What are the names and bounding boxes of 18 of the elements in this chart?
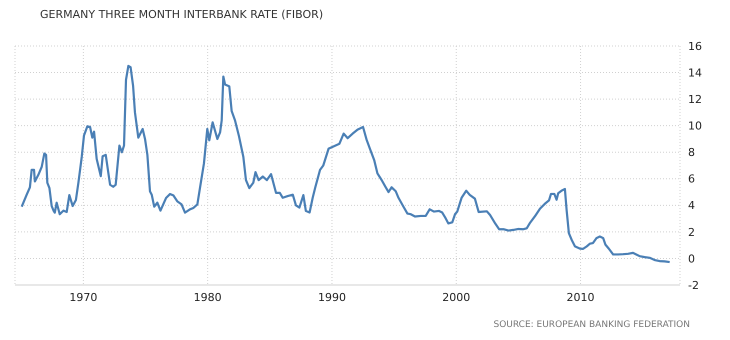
chart-title: GERMANY THREE MONTH INTERBANK RATE (FIBOR) xyxy=(40,8,324,21)
source-note: SOURCE: EUROPEAN BANKING FEDERATION xyxy=(493,320,690,330)
x-tick-label: 2000 xyxy=(442,290,470,304)
line-series xyxy=(20,64,671,264)
x-tick-label: 1980 xyxy=(194,290,222,304)
y-tick-label: 4 xyxy=(688,199,695,212)
y-tick-label: 12 xyxy=(688,93,702,106)
x-tick-label: 2010 xyxy=(566,290,595,304)
y-tick-label: 10 xyxy=(688,120,702,133)
y-tick-label: -2 xyxy=(688,278,699,292)
y-tick-label: 14 xyxy=(688,66,702,80)
y-tick-label: 6 xyxy=(688,172,695,186)
y-tick-label: 0 xyxy=(688,252,695,266)
y-tick-label: 16 xyxy=(688,40,702,53)
y-tick-label: 2 xyxy=(688,226,695,239)
x-tick-label: 1970 xyxy=(69,290,98,304)
y-tick-label: 8 xyxy=(688,146,695,160)
x-tick-label: 1990 xyxy=(318,290,346,304)
